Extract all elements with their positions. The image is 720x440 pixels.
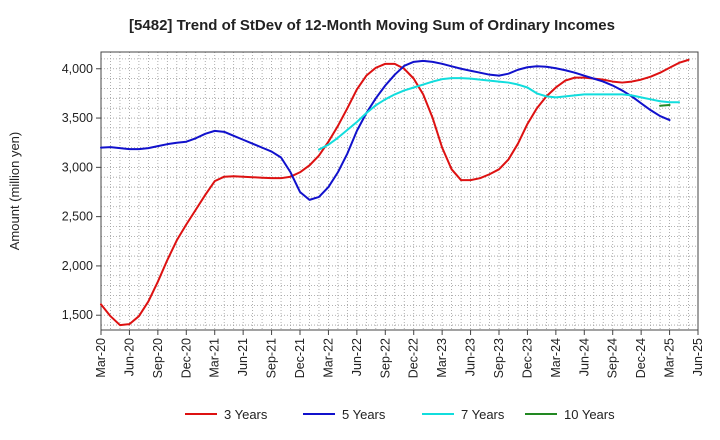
x-tick-label: Sep-24: [606, 338, 620, 378]
y-tick-labels: 1,500 2,000 2,500 3,000 3,500 4,000: [62, 62, 101, 322]
x-tick-labels: Mar-20 Jun-20 Sep-20 Dec-20 Mar-21 Jun-21 Sep-…: [94, 330, 705, 378]
x-tick-label: Dec-22: [407, 338, 421, 378]
gridlines: [101, 52, 698, 330]
x-tick-label: Mar-22: [321, 338, 335, 378]
x-tick-label: Jun-24: [577, 338, 591, 376]
x-tick-label: Mar-24: [549, 338, 563, 378]
series-lines: [100, 58, 690, 327]
series-5-years-line: [100, 59, 671, 201]
legend-label-5-years: 5 Years: [342, 407, 386, 422]
x-tick-label: Dec-20: [179, 338, 193, 378]
chart-title: [5482] Trend of StDev of 12-Month Moving…: [129, 17, 615, 34]
x-tick-label: Jun-23: [464, 338, 478, 376]
legend-label-7-years: 7 Years: [461, 407, 505, 422]
y-tick-label: 2,000: [62, 259, 93, 273]
y-tick-label: 3,500: [62, 111, 93, 125]
x-tick-label: Mar-23: [435, 338, 449, 378]
y-tick-label: 3,000: [62, 160, 93, 174]
series-10-years-line: [659, 104, 671, 107]
x-tick-label: Dec-24: [634, 338, 648, 378]
x-tick-label: Sep-23: [492, 338, 506, 378]
x-tick-label: Sep-20: [151, 338, 165, 378]
x-tick-label: Mar-25: [663, 338, 677, 378]
x-tick-label: Mar-20: [94, 338, 108, 378]
x-tick-label: Mar-21: [208, 338, 222, 378]
x-tick-label: Dec-21: [293, 338, 307, 378]
y-axis-label: Amount (million yen): [7, 132, 22, 251]
plot-frame: [100, 51, 699, 331]
legend: 3 Years 5 Years 7 Years 10 Years: [185, 407, 615, 422]
x-tick-label: Dec-23: [520, 338, 534, 378]
series-7-years-line: [317, 77, 681, 151]
y-tick-label: 2,500: [62, 210, 93, 224]
x-tick-label: Jun-21: [236, 338, 250, 376]
legend-label-3-years: 3 Years: [224, 407, 268, 422]
x-tick-label: Jun-20: [122, 338, 136, 376]
legend-label-10-years: 10 Years: [564, 407, 615, 422]
y-tick-label: 4,000: [62, 62, 93, 76]
x-tick-label: Jun-25: [691, 338, 705, 376]
series-3-years-line: [100, 58, 690, 327]
x-tick-label: Sep-21: [265, 338, 279, 378]
y-tick-label: 1,500: [62, 308, 93, 322]
x-tick-label: Sep-22: [378, 338, 392, 378]
x-tick-label: Jun-22: [350, 338, 364, 376]
